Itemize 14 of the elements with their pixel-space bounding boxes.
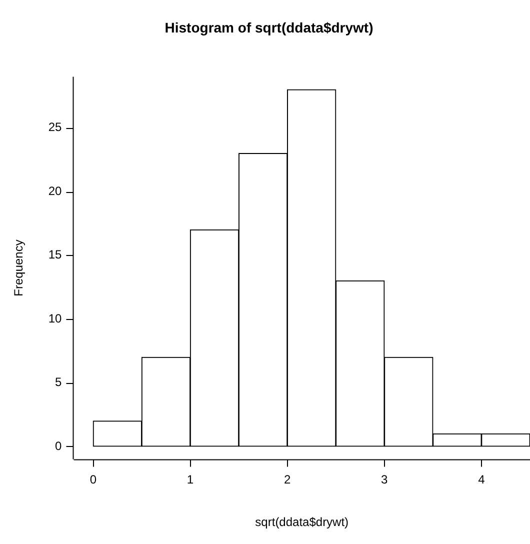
y-axis-title: Frequency <box>12 240 26 296</box>
y-tick-label: 0 <box>55 438 62 453</box>
y-tick-label: 10 <box>48 311 62 326</box>
chart-title: Histogram of sqrt(ddata$drywt) <box>164 19 374 36</box>
y-tick-label: 5 <box>55 375 62 390</box>
y-tick-label: 25 <box>48 120 62 134</box>
x-tick-label: 2 <box>284 472 291 487</box>
x-tick-label: 4 <box>478 472 486 487</box>
y-tick-label: 15 <box>48 248 62 262</box>
x-axis-title: sqrt(ddata$drywt) <box>255 515 349 530</box>
y-tick-label: 20 <box>48 184 62 198</box>
x-tick-label: 1 <box>186 472 194 487</box>
x-tick-label: 0 <box>90 472 97 487</box>
x-tick-label: 3 <box>381 472 388 487</box>
